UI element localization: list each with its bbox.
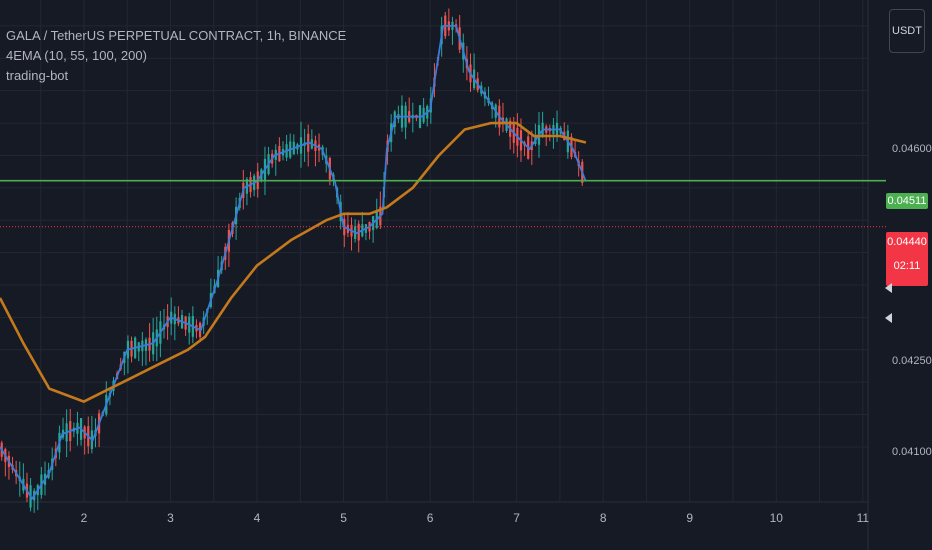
chart-grid: [0, 0, 869, 550]
strategy-label[interactable]: trading-bot: [6, 68, 69, 83]
price-levels: [0, 179, 886, 228]
current-price-value: 0.04440: [887, 236, 927, 248]
x-tick-label: 4: [253, 511, 261, 525]
x-tick-label: 10: [769, 511, 783, 525]
x-tick-label: 9: [686, 511, 694, 525]
chart-legend: GALA / TetherUS PERPETUAL CONTRACT, 1h, …: [6, 26, 346, 86]
x-tick-label: 2: [80, 511, 88, 525]
symbol-title[interactable]: GALA / TetherUS PERPETUAL CONTRACT, 1h, …: [6, 28, 347, 43]
indicator-label[interactable]: 4EMA (10, 55, 100, 200): [6, 48, 147, 63]
x-tick-label: 5: [340, 511, 347, 525]
current-price-label: 0.04440 02:11: [886, 232, 928, 286]
y-tick-label: 0.04100: [892, 446, 932, 458]
countdown-timer: 02:11: [893, 260, 921, 272]
x-tick-label: 11: [856, 511, 870, 525]
x-tick-label: 7: [513, 511, 520, 525]
price-marker-icon[interactable]: [885, 313, 892, 323]
horizontal-line-price-label: 0.04511: [886, 193, 928, 209]
y-tick-label: 0.04600: [892, 143, 932, 155]
x-tick-label: 6: [426, 511, 434, 525]
x-tick-label: 8: [599, 511, 607, 525]
currency-button[interactable]: USDT: [889, 9, 925, 53]
ema-slow-line: [0, 121, 587, 403]
y-tick-label: 0.04250: [892, 355, 932, 367]
x-tick-label: 3: [167, 511, 174, 525]
price-marker-icon[interactable]: [885, 283, 892, 293]
